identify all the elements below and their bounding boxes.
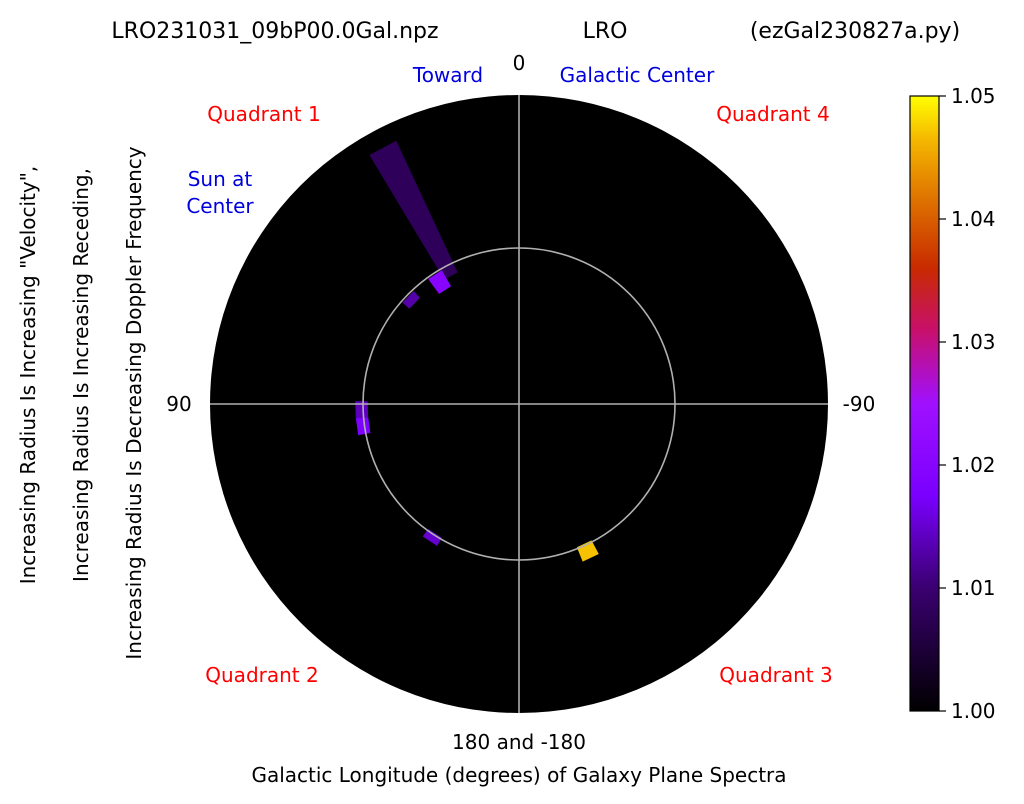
ylabel-receding: Increasing Radius Is Increasing Receding… <box>69 168 93 582</box>
title-script: (ezGal230827a.py) <box>750 19 960 44</box>
emission-feature-1 <box>428 270 452 295</box>
angle-tick-0: 0 <box>513 51 526 75</box>
quadrant-1-label: Quadrant 1 <box>207 102 320 126</box>
xlabel: Galactic Longitude (degrees) of Galaxy P… <box>251 763 786 787</box>
emission-feature-4 <box>355 417 371 436</box>
emission-feature-3 <box>355 401 369 419</box>
colorbar-tick-label-2: 1.02 <box>951 453 996 477</box>
emission-feature-2 <box>402 291 420 309</box>
colorbar-tick-label-3: 1.03 <box>951 330 996 354</box>
colorbar-tick-label-0: 1.00 <box>951 699 996 723</box>
colorbar-ticks: 1.00 1.01 1.02 1.03 1.04 1.05 <box>939 84 996 723</box>
annotation-toward: Toward <box>412 63 483 87</box>
colorbar: 1.00 1.01 1.02 1.03 1.04 1.05 <box>909 84 996 723</box>
annotation-galactic-center: Galactic Center <box>560 63 715 87</box>
colorbar-tick-label-5: 1.05 <box>951 84 996 108</box>
emission-feature-5 <box>422 528 442 546</box>
quadrant-2-label: Quadrant 2 <box>205 663 318 687</box>
title-filename: LRO231031_09bP00.0Gal.npz <box>111 19 438 44</box>
angle-tick-90: 90 <box>166 392 191 416</box>
angle-tick-180: 180 and -180 <box>452 730 586 754</box>
angle-tick-minus90: -90 <box>843 392 876 416</box>
title-observatory: LRO <box>583 19 628 44</box>
polar-grid <box>210 95 828 713</box>
annotation-sun-line2: Center <box>186 194 254 218</box>
quadrant-4-label: Quadrant 4 <box>716 102 829 126</box>
emission-features <box>355 140 599 562</box>
grid-inner-ring <box>362 247 676 561</box>
ylabel-velocity: Increasing Radius Is Increasing "Velocit… <box>16 166 40 585</box>
ylabel-doppler: Increasing Radius Is Decreasing Doppler … <box>122 146 146 659</box>
colorbar-gradient <box>909 95 940 712</box>
colorbar-tick-label-1: 1.01 <box>951 576 996 600</box>
emission-feature-0 <box>369 140 458 280</box>
colorbar-tick-label-4: 1.04 <box>951 207 996 231</box>
quadrant-3-label: Quadrant 3 <box>719 663 832 687</box>
annotation-sun-line1: Sun at <box>188 167 253 191</box>
